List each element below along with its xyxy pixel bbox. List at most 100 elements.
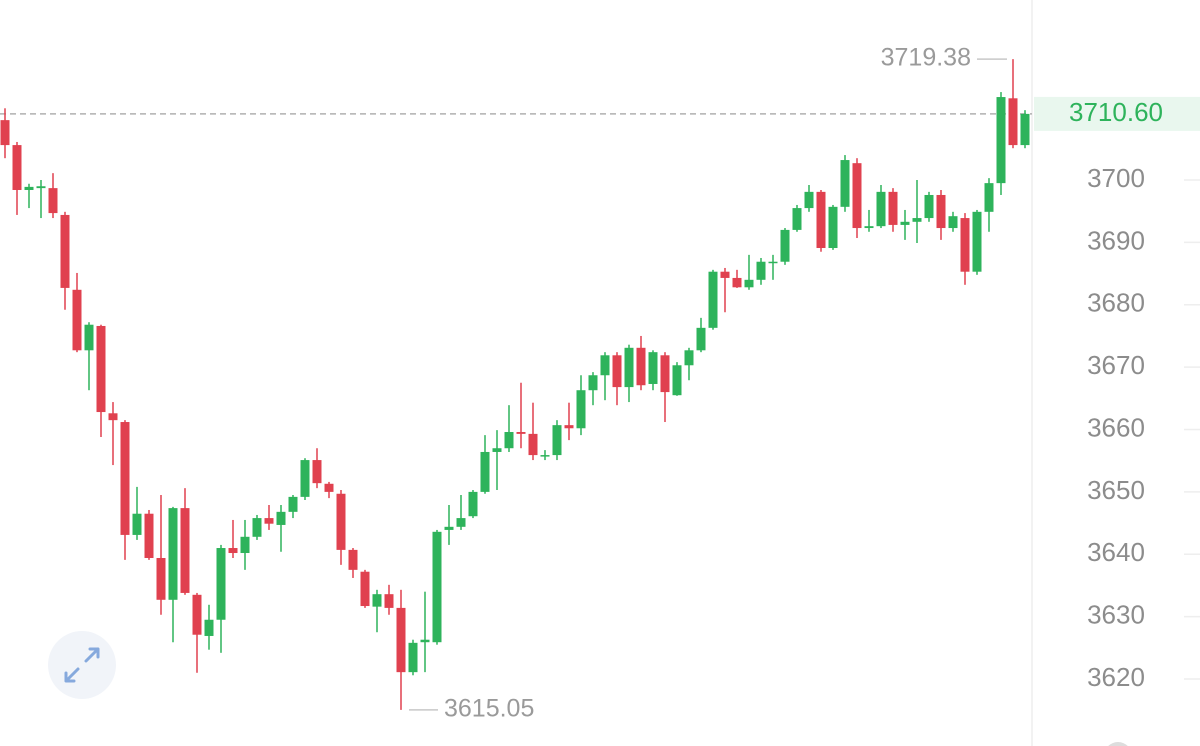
x-tick-label: 11:00 xyxy=(69,743,132,746)
candle-body xyxy=(984,183,994,212)
candle-body xyxy=(864,226,874,229)
candle-body xyxy=(816,191,826,249)
candle-body xyxy=(552,425,562,456)
candle-body xyxy=(600,355,610,376)
candle-body xyxy=(648,352,658,384)
candle-body xyxy=(288,496,298,512)
candle-body xyxy=(576,390,586,429)
candle-body xyxy=(612,355,622,388)
candle-body xyxy=(132,513,142,535)
candle-body xyxy=(828,206,838,249)
candle-body xyxy=(264,518,274,524)
candle-body xyxy=(684,350,694,366)
x-tick-label: 13:00 xyxy=(548,743,613,746)
candle-body xyxy=(492,448,502,452)
candle-body xyxy=(252,518,262,537)
candle-body xyxy=(396,607,406,673)
candle-body xyxy=(216,548,226,620)
candle-body xyxy=(660,355,670,393)
y-tick-label: 3660 xyxy=(1087,412,1145,442)
candle-body xyxy=(948,216,958,229)
candle-body xyxy=(456,518,466,527)
candle-body xyxy=(480,451,490,492)
candle-body xyxy=(960,218,970,272)
candle-body xyxy=(60,214,70,288)
candle-body xyxy=(36,186,46,189)
candle-body xyxy=(408,642,418,673)
last-price-label: 3710.60 xyxy=(1069,97,1163,127)
candle-body xyxy=(756,261,766,280)
candle-body xyxy=(48,188,58,214)
candle-body xyxy=(228,548,238,554)
max-label: 3719.38 xyxy=(881,44,971,72)
candle-body xyxy=(696,327,706,351)
candle-body xyxy=(312,460,322,484)
candle-body xyxy=(732,277,742,288)
candle-body xyxy=(96,325,106,413)
candle-body xyxy=(840,160,850,207)
candle-body xyxy=(300,460,310,497)
y-tick-label: 3650 xyxy=(1087,475,1145,505)
candle-body xyxy=(900,221,910,225)
candle-body xyxy=(720,271,730,278)
candle-body xyxy=(672,365,682,396)
candle-body xyxy=(852,163,862,229)
candle-body xyxy=(1008,98,1018,146)
expand-button[interactable] xyxy=(48,631,116,699)
candle-body xyxy=(156,558,166,600)
candle-body xyxy=(876,191,886,227)
candle-body xyxy=(144,513,154,559)
candle-body xyxy=(12,145,22,190)
candle-body xyxy=(384,594,394,608)
expand-button-bg[interactable] xyxy=(48,631,116,699)
candle-body xyxy=(564,425,574,429)
candle-body xyxy=(276,511,286,525)
candle-body xyxy=(924,194,934,219)
candle-body xyxy=(72,289,82,351)
candle-body xyxy=(180,508,190,593)
candle-body xyxy=(540,455,550,457)
y-tick-label: 3680 xyxy=(1087,288,1145,318)
candle-body xyxy=(372,594,382,607)
candle-body xyxy=(768,261,778,264)
candle-body xyxy=(24,186,34,190)
candle-body xyxy=(516,432,526,434)
y-tick-label: 3620 xyxy=(1087,662,1145,692)
last-price-badge xyxy=(1034,96,1200,131)
candle-body xyxy=(504,432,514,449)
candle-body xyxy=(348,549,358,570)
candle-body xyxy=(780,229,790,262)
candle-body xyxy=(204,619,214,636)
candle-body xyxy=(360,571,370,607)
candle-body xyxy=(804,191,814,209)
candle-body xyxy=(972,211,982,272)
candle-body xyxy=(120,422,130,535)
candle-body xyxy=(432,531,442,643)
candle-body xyxy=(444,526,454,530)
candle-body xyxy=(240,536,250,554)
y-tick-label: 3690 xyxy=(1087,225,1145,255)
candle-body xyxy=(996,97,1006,184)
candle-body xyxy=(636,347,646,386)
candle-body xyxy=(108,413,118,421)
candle-body xyxy=(528,433,538,456)
candle-body xyxy=(936,194,946,229)
candle-body xyxy=(336,493,346,550)
candle-body xyxy=(84,324,94,351)
candle-body xyxy=(912,218,922,222)
candle-body xyxy=(468,491,478,517)
candle-body xyxy=(624,347,634,388)
y-tick-label: 3640 xyxy=(1087,537,1145,567)
candle-body xyxy=(324,483,334,492)
expand-icon[interactable] xyxy=(64,647,100,683)
candle-body xyxy=(0,120,10,146)
candle-body xyxy=(744,279,754,288)
candle-body xyxy=(192,594,202,635)
y-tick-label: 3670 xyxy=(1087,350,1145,380)
candle-body xyxy=(792,208,802,230)
candle-body xyxy=(420,639,430,643)
scroll-indicator xyxy=(1108,742,1128,746)
candle-body xyxy=(708,271,718,328)
